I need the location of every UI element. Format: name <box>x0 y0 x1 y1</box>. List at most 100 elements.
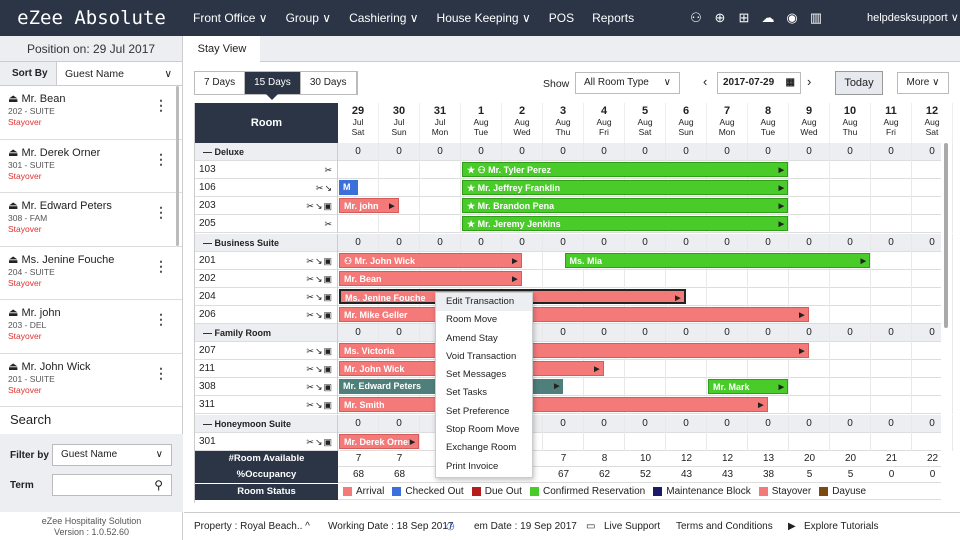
day-cell[interactable] <box>871 360 912 379</box>
day-cell[interactable] <box>543 269 584 288</box>
date-input[interactable]: 2017-07-29 ▦ <box>717 72 801 94</box>
category-label[interactable]: — Family Room <box>195 324 338 342</box>
terms-link[interactable]: Terms and Conditions <box>676 521 773 532</box>
menu-item-amend-stay[interactable]: Amend Stay <box>446 332 498 344</box>
day-cell[interactable] <box>420 179 461 198</box>
menu-item-edit-transaction[interactable]: Edit Transaction <box>436 293 532 312</box>
room-type-select[interactable]: All Room Type ∨ <box>575 72 680 94</box>
day-cell[interactable] <box>871 342 912 361</box>
day-cell[interactable] <box>830 197 871 216</box>
day-cell[interactable] <box>666 432 707 451</box>
menu-item-stop-room-move[interactable]: Stop Room Move <box>446 424 520 436</box>
day-cell[interactable] <box>912 215 953 234</box>
guest-card[interactable]: ⏏ Mr. john 203 - DEL Stayover ⋮ <box>0 300 182 354</box>
more-options-icon[interactable]: ⋮ <box>154 150 168 167</box>
day-cell[interactable] <box>420 197 461 216</box>
day-cell[interactable] <box>912 342 953 361</box>
globe-icon[interactable]: ⊕ <box>714 10 726 25</box>
day-cell[interactable] <box>912 360 953 379</box>
day-cell[interactable] <box>830 342 871 361</box>
booking-bar[interactable]: Mr. Mike Geller ▶ <box>339 306 809 322</box>
day-cell[interactable] <box>666 360 707 379</box>
nav-item-4[interactable]: POS <box>548 11 575 25</box>
day-cell[interactable] <box>338 161 379 180</box>
day-cell[interactable] <box>871 215 912 234</box>
booking-bar[interactable]: Ms. Victoria ▶ <box>339 343 809 359</box>
day-cell[interactable] <box>584 360 625 379</box>
day-cell[interactable] <box>748 269 789 288</box>
day-cell[interactable] <box>789 305 830 324</box>
day-cell[interactable] <box>912 269 953 288</box>
user-menu[interactable]: helpdesksupport ∨ <box>867 12 959 24</box>
day-cell[interactable] <box>666 378 707 397</box>
day-cell[interactable] <box>871 305 912 324</box>
menu-item-room-move[interactable]: Room Move <box>446 314 498 326</box>
hotel-icon[interactable]: ▥ <box>809 10 823 25</box>
day-cell[interactable] <box>748 161 789 180</box>
day-cell[interactable] <box>379 215 420 234</box>
more-options-icon[interactable]: ⋮ <box>154 311 168 327</box>
day-cell[interactable] <box>789 215 830 234</box>
day-cell[interactable] <box>912 432 953 451</box>
day-cell[interactable] <box>707 287 748 306</box>
day-cell[interactable] <box>748 179 789 198</box>
category-label[interactable]: — Deluxe <box>195 143 338 161</box>
booking-bar[interactable]: Mr. john ▶ <box>339 198 399 214</box>
menu-item-set-preference[interactable]: Set Preference <box>446 405 510 417</box>
day-cell[interactable] <box>625 432 666 451</box>
day-range-0[interactable]: 7 Days <box>195 72 246 94</box>
day-cell[interactable] <box>748 287 789 306</box>
calendar-icon[interactable]: ▦ <box>785 77 795 88</box>
more-options-icon[interactable]: ⋮ <box>154 364 168 381</box>
booking-bar[interactable]: ⚇ Mr. John Wick ▶ <box>339 252 522 268</box>
eye-icon[interactable]: ◉ <box>786 10 798 25</box>
day-cell[interactable] <box>748 360 789 379</box>
booking-bar[interactable]: ★ ⚇ Mr. Tyler Perez ▶ <box>462 162 788 178</box>
day-cell[interactable] <box>789 287 830 306</box>
search-icon[interactable]: ⚲ <box>154 478 163 492</box>
day-cell[interactable] <box>420 215 461 234</box>
day-cell[interactable] <box>830 396 871 415</box>
day-cell[interactable] <box>912 305 953 324</box>
day-cell[interactable] <box>338 215 379 234</box>
day-cell[interactable] <box>748 197 789 216</box>
day-cell[interactable] <box>830 287 871 306</box>
menu-item-set-tasks[interactable]: Set Tasks <box>446 387 488 399</box>
nav-item-2[interactable]: Cashiering ∨ <box>349 11 419 25</box>
day-cell[interactable] <box>830 161 871 180</box>
more-options-icon[interactable]: ⋮ <box>154 257 168 274</box>
day-cell[interactable] <box>379 179 420 198</box>
menu-item-set-messages[interactable]: Set Messages <box>446 369 507 381</box>
day-cell[interactable] <box>789 161 830 180</box>
prev-date-icon[interactable]: ‹ <box>703 74 708 89</box>
live-support-link[interactable]: Live Support <box>604 521 661 532</box>
day-cell[interactable] <box>830 251 871 270</box>
day-cell[interactable] <box>830 360 871 379</box>
day-cell[interactable] <box>871 269 912 288</box>
day-cell[interactable] <box>625 269 666 288</box>
day-cell[interactable] <box>502 251 543 270</box>
day-cell[interactable] <box>830 432 871 451</box>
tab-stay-view[interactable]: Stay View <box>184 36 260 63</box>
day-cell[interactable] <box>871 378 912 397</box>
day-cell[interactable] <box>748 215 789 234</box>
more-options-icon[interactable]: ⋮ <box>154 204 168 220</box>
day-cell[interactable] <box>584 378 625 397</box>
day-cell[interactable] <box>502 432 543 451</box>
day-cell[interactable] <box>748 378 789 397</box>
day-cell[interactable] <box>912 197 953 216</box>
next-date-icon[interactable]: › <box>807 74 812 89</box>
user-icon[interactable]: ⚇ <box>690 10 702 25</box>
day-cell[interactable] <box>379 197 420 216</box>
day-cell[interactable] <box>912 287 953 306</box>
tutorials-link[interactable]: Explore Tutorials <box>804 521 879 532</box>
day-cell[interactable] <box>543 378 584 397</box>
day-cell[interactable] <box>789 197 830 216</box>
nav-item-1[interactable]: Group ∨ <box>285 11 332 25</box>
day-cell[interactable] <box>871 287 912 306</box>
day-cell[interactable] <box>789 179 830 198</box>
day-cell[interactable] <box>707 360 748 379</box>
dashboard-icon[interactable]: ☁ <box>761 10 775 25</box>
guest-card[interactable]: ⏏ Mr. Derek Orner 301 - SUITE Stayover ⋮ <box>0 140 182 193</box>
more-button[interactable]: More ∨ <box>897 72 949 94</box>
